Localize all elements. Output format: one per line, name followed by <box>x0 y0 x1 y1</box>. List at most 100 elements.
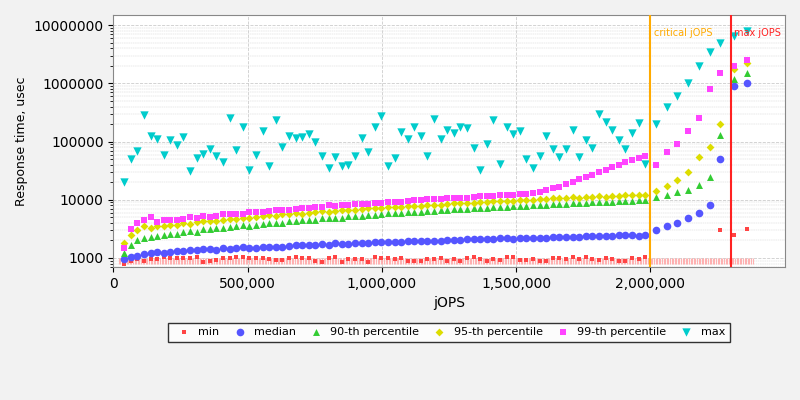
median <box>467 236 480 242</box>
99-th percentile <box>342 202 354 208</box>
Point <box>454 258 466 265</box>
Point <box>542 258 554 265</box>
99-th percentile <box>573 176 586 183</box>
90-th percentile <box>329 215 342 221</box>
Point <box>302 258 314 265</box>
90-th percentile <box>237 222 250 228</box>
Point <box>324 258 337 265</box>
Point <box>648 258 661 265</box>
median <box>714 156 726 162</box>
90-th percentile <box>170 231 183 237</box>
median <box>494 235 506 242</box>
Point <box>155 258 168 265</box>
min <box>481 258 494 264</box>
Point <box>268 258 281 265</box>
Point <box>476 258 489 265</box>
90-th percentile <box>533 202 546 208</box>
Point <box>160 258 173 265</box>
Point <box>222 258 234 265</box>
Point <box>181 258 194 265</box>
Point <box>486 258 498 265</box>
min <box>217 255 230 262</box>
90-th percentile <box>302 217 315 223</box>
95-th percentile <box>362 205 374 211</box>
Point <box>321 258 334 265</box>
99-th percentile <box>309 204 322 210</box>
Point <box>521 258 534 265</box>
Point <box>247 258 260 265</box>
min <box>441 258 454 264</box>
Point <box>705 258 718 265</box>
Point <box>632 258 645 265</box>
max <box>131 148 144 154</box>
Point <box>708 258 721 265</box>
90-th percentile <box>150 233 163 239</box>
Point <box>138 258 150 265</box>
Point <box>706 258 719 265</box>
Point <box>735 258 748 265</box>
95-th percentile <box>593 193 606 200</box>
Point <box>603 258 616 265</box>
Point <box>634 258 646 265</box>
90-th percentile <box>447 206 460 212</box>
min <box>309 258 322 264</box>
Point <box>673 258 686 265</box>
90-th percentile <box>526 202 539 208</box>
min <box>566 254 579 260</box>
Point <box>330 258 342 265</box>
99-th percentile <box>414 197 427 203</box>
Point <box>139 258 152 265</box>
median <box>573 234 586 240</box>
min <box>638 254 651 260</box>
99-th percentile <box>514 191 526 198</box>
max <box>500 123 513 130</box>
Point <box>555 258 568 265</box>
Point <box>220 258 233 265</box>
90-th percentile <box>638 196 651 203</box>
Point <box>142 258 155 265</box>
Point <box>495 258 508 265</box>
95-th percentile <box>546 195 559 202</box>
99-th percentile <box>727 63 740 69</box>
median <box>150 249 163 256</box>
max <box>586 145 598 152</box>
median <box>638 232 651 238</box>
min <box>520 257 533 264</box>
90-th percentile <box>210 225 223 232</box>
Point <box>522 258 535 265</box>
95-th percentile <box>606 193 618 200</box>
Point <box>218 258 230 265</box>
Point <box>216 258 229 265</box>
median <box>474 236 486 242</box>
min <box>467 254 480 260</box>
99-th percentile <box>349 201 362 208</box>
90-th percentile <box>632 197 645 203</box>
Point <box>657 258 670 265</box>
Point <box>134 258 147 265</box>
median <box>335 241 348 247</box>
Point <box>173 258 186 265</box>
Point <box>178 258 190 265</box>
max <box>302 131 315 137</box>
Point <box>740 258 753 265</box>
Point <box>562 258 574 265</box>
max <box>184 168 197 174</box>
max <box>217 159 230 166</box>
90-th percentile <box>296 217 309 223</box>
Point <box>326 258 338 265</box>
Point <box>384 258 397 265</box>
Point <box>479 258 492 265</box>
median <box>362 240 374 246</box>
99-th percentile <box>579 174 592 180</box>
Point <box>737 258 750 265</box>
Point <box>314 258 327 265</box>
95-th percentile <box>144 225 157 231</box>
median <box>421 238 434 244</box>
Point <box>727 258 740 265</box>
99-th percentile <box>467 194 480 200</box>
90-th percentile <box>138 235 150 241</box>
min <box>223 254 236 261</box>
max <box>579 137 592 144</box>
Point <box>732 258 745 265</box>
min <box>256 255 269 261</box>
